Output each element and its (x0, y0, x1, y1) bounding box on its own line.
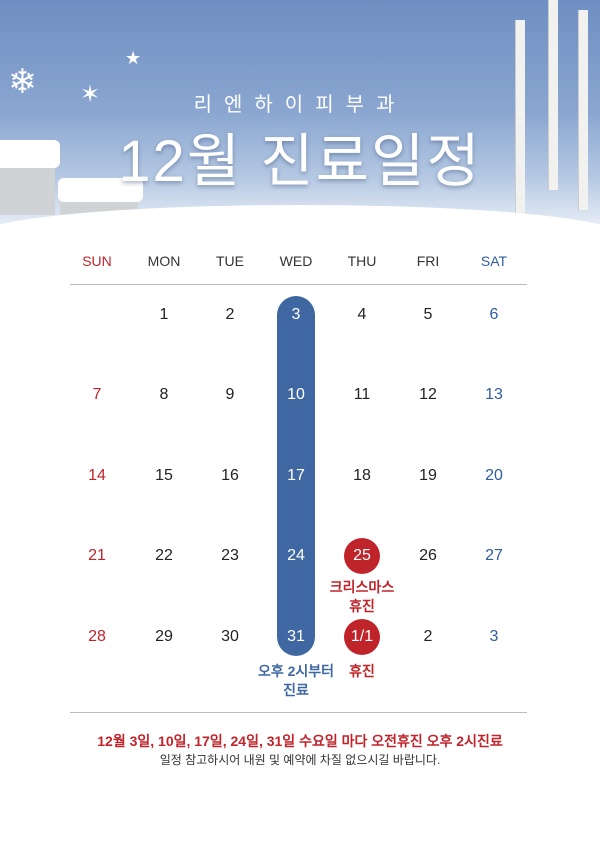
calendar-day: 28 (88, 628, 106, 645)
schedule-notice: 12월 3일, 10일, 17일, 24일, 31일 수요일 마다 오전휴진 오… (97, 733, 503, 749)
calendar-day: 17 (287, 467, 305, 484)
calendar-day: 25 (353, 547, 371, 564)
schedule-subnotice: 일정 참고하시어 내원 및 예약에 차질 없으시길 바랍니다. (159, 753, 441, 767)
holiday-marker (344, 538, 380, 574)
note-line: 진료 (283, 682, 309, 698)
calendar-day: 22 (155, 547, 173, 564)
weekday-sun: SUN (82, 253, 112, 269)
calendar-day: 31 (287, 628, 305, 645)
calendar-day: 1/1 (350, 628, 374, 645)
weekday-mon: MON (147, 253, 181, 269)
calendar-day: 12 (419, 386, 437, 403)
calendar-day: 23 (221, 547, 239, 564)
calendar-day: 20 (485, 467, 503, 484)
note-line: 오후 2시부터 (257, 663, 335, 679)
divider (70, 712, 527, 713)
calendar-day: 15 (155, 467, 173, 484)
holiday-marker (344, 619, 380, 655)
calendar-day: 18 (353, 467, 371, 484)
house-image (0, 160, 55, 215)
calendar-day: 13 (485, 386, 503, 403)
calendar-day: 4 (357, 306, 367, 323)
newyear-note: 휴진 (349, 663, 375, 679)
weekday-thu: THU (347, 253, 377, 269)
calendar-day: 2 (225, 306, 235, 323)
calendar-day: 14 (88, 467, 106, 484)
calendar-day: 26 (419, 547, 437, 564)
calendar-day: 30 (221, 628, 239, 645)
note-line: 크리스마스 (329, 579, 395, 595)
calendar-day: 29 (155, 628, 173, 645)
calendar-day: 10 (287, 386, 305, 403)
star-icon: ✶ (80, 81, 101, 108)
calendar-day: 19 (419, 467, 437, 484)
clinic-name: 리엔하이피부과 (193, 94, 407, 116)
weekday-fri: FRI (416, 253, 440, 269)
calendar-day: 5 (423, 306, 433, 323)
calendar-day: 6 (489, 306, 499, 323)
calendar-day: 27 (485, 547, 503, 564)
calendar-day: 1 (159, 306, 169, 323)
weekday-sat: SAT (480, 253, 508, 269)
weekday-wed: WED (279, 253, 313, 269)
calendar-day: 21 (88, 547, 106, 564)
divider (70, 284, 527, 285)
calendar-day: 11 (353, 386, 371, 403)
calendar-day: 3 (291, 306, 301, 323)
calendar-day: 2 (423, 628, 433, 645)
snowflake-icon: ❄ (8, 63, 37, 101)
calendar-day: 24 (287, 547, 305, 564)
star-icon: ★ (125, 48, 142, 68)
header-illustration: ❄ ✶ ★ 리엔하이피부과 12월 진료일정 (0, 0, 600, 250)
calendar-day: 7 (92, 386, 102, 403)
page-title: 12월 진료일정 (118, 129, 482, 194)
weekday-tue: TUE (216, 253, 244, 269)
wednesday-highlight (277, 296, 315, 656)
calendar-day: 8 (159, 386, 169, 403)
note-line: 휴진 (349, 598, 375, 614)
calendar-day: 16 (221, 467, 239, 484)
calendar-day: 9 (225, 386, 235, 403)
calendar-day: 3 (489, 628, 499, 645)
